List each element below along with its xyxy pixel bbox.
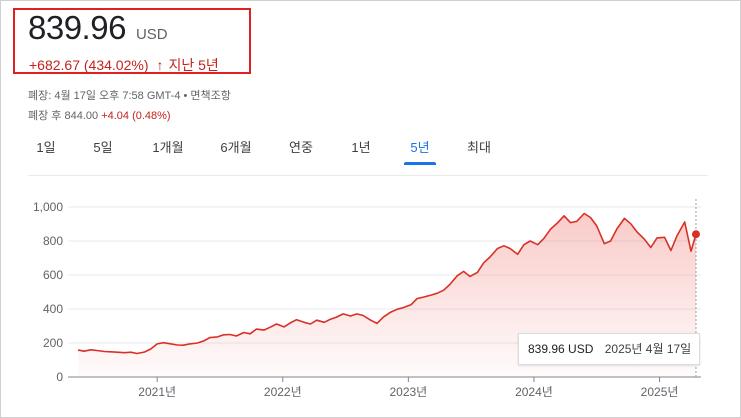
x-tick-label: 2022년 <box>264 385 302 399</box>
after-hours-change: +4.04 (0.48%) <box>101 110 171 122</box>
price-tooltip: 839.96 USD 2025년 4월 17일 <box>518 333 700 365</box>
tab-5d[interactable]: 5일 <box>93 140 113 155</box>
tab-1y[interactable]: 1년 <box>351 140 371 155</box>
tab-5y[interactable]: 5년 <box>404 135 436 165</box>
tab-max[interactable]: 최대 <box>467 140 491 155</box>
x-axis: 2021년 2022년 2023년 2024년 2025년 <box>138 377 678 399</box>
tab-6m[interactable]: 6개월 <box>220 140 252 155</box>
y-tick-label: 600 <box>43 268 63 282</box>
tab-1d[interactable]: 1일 <box>36 140 56 155</box>
close-time-disclaimer: 폐장: 4월 17일 오후 7:58 GMT-4 • 면책조항 <box>28 90 231 102</box>
up-arrow-icon: ↑ <box>156 57 164 73</box>
highlight-annotation-box <box>13 8 251 74</box>
price-row: 839.96 USD <box>28 9 168 47</box>
after-hours-price: 폐장 후 844.00 <box>28 110 99 122</box>
y-tick-label: 0 <box>56 370 63 384</box>
tab-ytd[interactable]: 연중 <box>289 140 313 155</box>
currency-label: USD <box>135 26 168 43</box>
price-change-row: +682.67 (434.02%) ↑ 지난 5년 <box>29 55 219 75</box>
price-change: +682.67 (434.02%) <box>29 57 149 73</box>
y-tick-label: 400 <box>43 302 63 316</box>
x-tick-label: 2024년 <box>515 385 553 399</box>
current-price-marker <box>691 230 700 239</box>
y-axis: 0 200 400 600 800 1,000 <box>33 200 63 384</box>
tooltip-price: 839.96 USD <box>528 342 594 356</box>
x-tick-label: 2023년 <box>389 385 427 399</box>
tabs-divider <box>28 175 708 176</box>
x-tick-label: 2021년 <box>138 385 176 399</box>
tooltip-date: 2025년 4월 17일 <box>604 342 692 356</box>
x-tick-label: 2025년 <box>641 385 679 399</box>
tab-1m[interactable]: 1개월 <box>152 140 184 155</box>
current-price: 839.96 <box>28 9 126 46</box>
y-tick-label: 1,000 <box>33 200 63 214</box>
y-tick-label: 200 <box>43 336 63 350</box>
after-hours-row: 폐장 후 844.00 +4.04 (0.48%) <box>28 107 171 123</box>
price-line <box>77 212 697 355</box>
active-tab-indicator <box>404 162 436 165</box>
change-period: 지난 5년 <box>168 57 219 73</box>
y-tick-label: 800 <box>43 234 63 248</box>
